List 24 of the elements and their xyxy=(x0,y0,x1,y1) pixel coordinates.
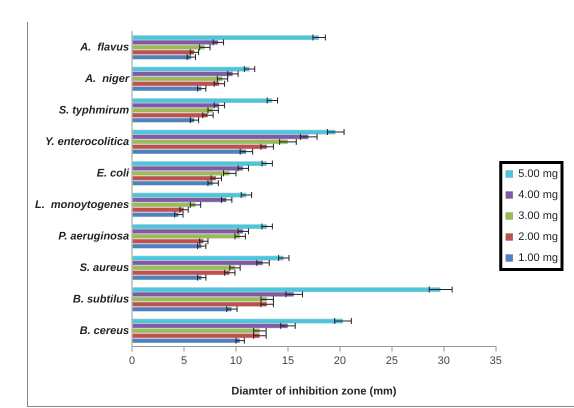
x-tick-label: 30 xyxy=(438,355,450,368)
y-tick-label: S. typhmirum xyxy=(58,104,130,116)
y-tick-label: S. aureus xyxy=(80,262,130,274)
x-tick-label: 15 xyxy=(282,355,294,368)
y-tick-label: B. subtilus xyxy=(72,293,130,306)
y-tick-label: L. monoytogenes xyxy=(34,198,130,211)
x-tick-label: 25 xyxy=(386,355,398,368)
x-tick-label: 35 xyxy=(490,355,502,368)
y-tick-label: Y. enterocolitica xyxy=(45,136,130,148)
x-tick-label: 0 xyxy=(129,355,136,368)
y-tick-label: B. cereus xyxy=(80,324,130,337)
legend-label: 2.00 mg xyxy=(518,231,558,244)
x-tick-label: 20 xyxy=(334,355,346,368)
legend-label: 5.00 mg xyxy=(518,168,558,180)
x-tick-label: 5 xyxy=(181,355,188,368)
y-tick-label: P. aeruginosa xyxy=(58,230,130,242)
legend-label: 1.00 mg xyxy=(518,252,558,264)
x-axis-title: Diamter of inhibition zone (mm) xyxy=(231,385,397,398)
legend-label: 3.00 mg xyxy=(518,210,558,222)
y-tick-label: A. flavus xyxy=(79,41,130,54)
y-tick-label: A. niger xyxy=(84,72,130,85)
y-tick-label: E. coli xyxy=(96,167,130,180)
x-tick-label: 10 xyxy=(230,355,242,368)
legend-label: 4.00 mg xyxy=(518,189,558,202)
